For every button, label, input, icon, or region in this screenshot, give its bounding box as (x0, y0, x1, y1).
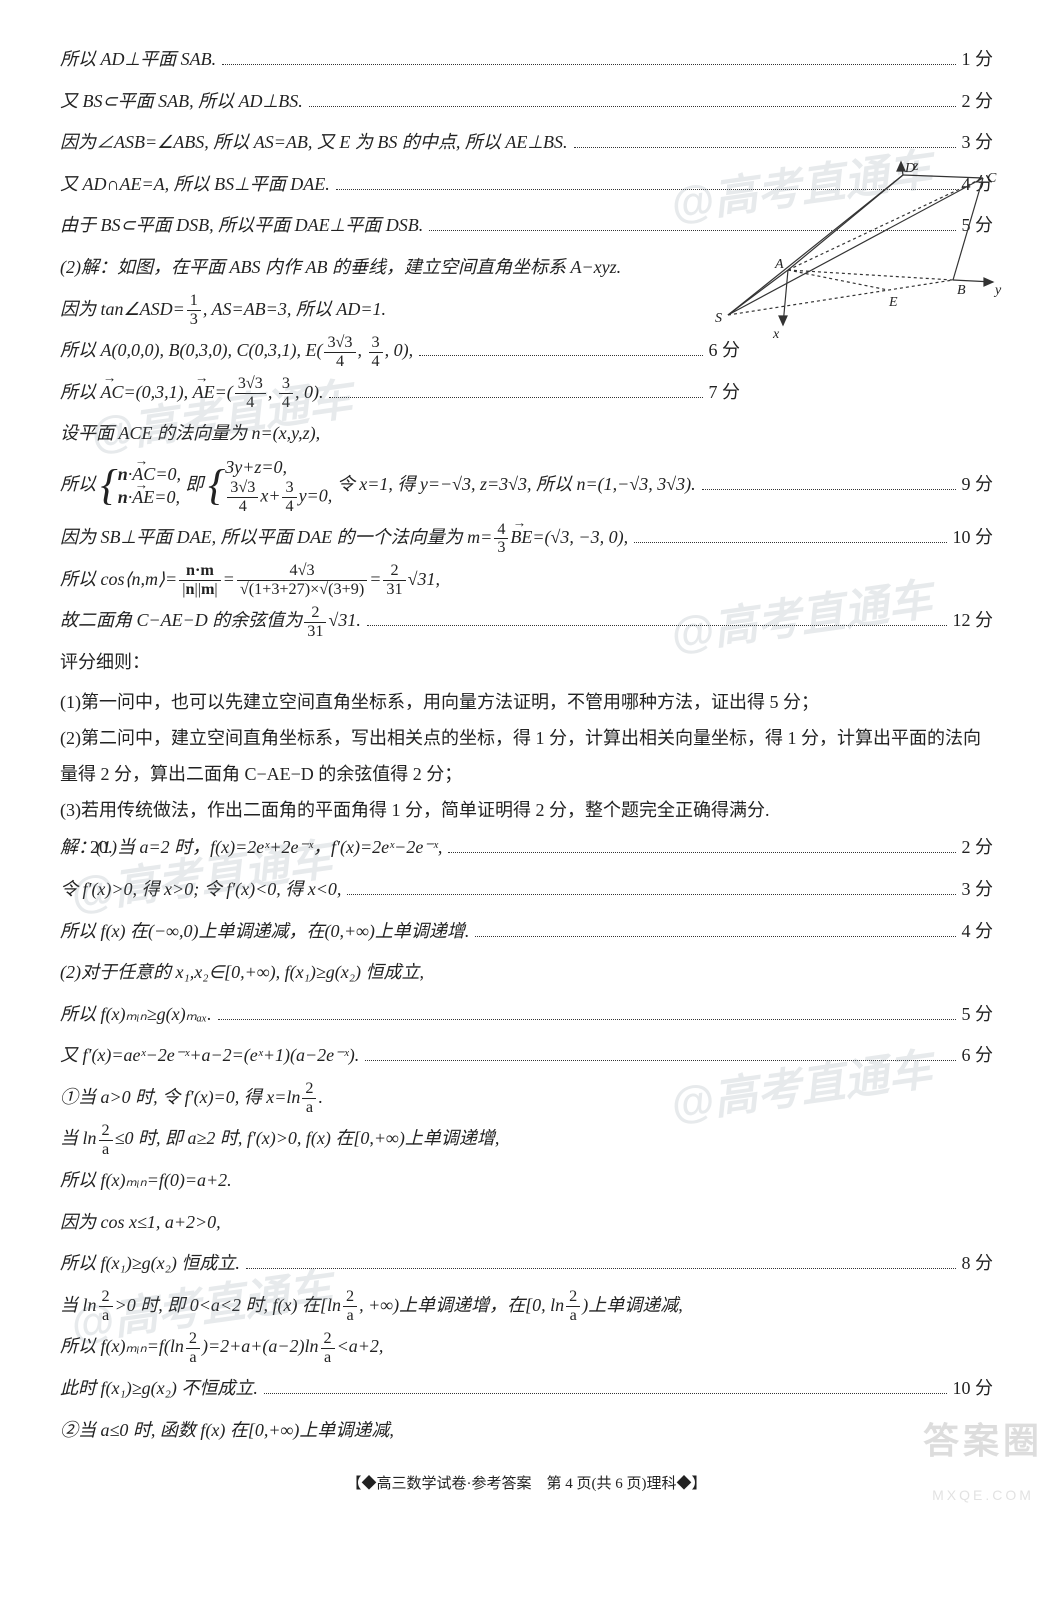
text-line: 所以 f(x)ₘᵢₙ=f(ln2a)=2+a+(a−2)ln2a<a+2, (60, 1327, 993, 1367)
text-line: (1)第一问中，也可以先建立空间直角坐标系，用向量方法证明，不管用哪种方法，证出… (60, 684, 993, 720)
proof-line: 此时 f(x₁)≥g(x₂) 不恒成立.10 分 (60, 1369, 993, 1409)
proof-line: 所以 AD⊥平面 SAB.1 分 (60, 40, 993, 80)
svg-text:C: C (987, 171, 997, 186)
svg-text:S: S (715, 311, 722, 326)
text-line: ①当 a>0 时, 令 f′(x)=0, 得 x=ln2a. (60, 1078, 993, 1118)
page-footer: 【◆高三数学试卷·参考答案 第 4 页(共 6 页)理科◆】 (60, 1468, 993, 1501)
proof-line: 所以 A(0,0,0), B(0,3,0), C(0,3,1), E(3√34,… (60, 331, 740, 371)
proof-line: 所以 AC=(0,3,1), AE=(3√34, 34, 0).7 分 (60, 373, 740, 413)
question-number: 20. (90, 828, 113, 868)
text-line: (2)对于任意的 x₁,x₂∈[0,+∞), f(x₁)≥g(x₂) 恒成立, (60, 953, 993, 993)
geometry-diagram: D C A B E S x y z (713, 160, 1003, 340)
svg-text:E: E (888, 295, 898, 310)
proof-line: 又 f′(x)=aeˣ−2e⁻ˣ+a−2=(eˣ+1)(a−2e⁻ˣ).6 分 (60, 1036, 993, 1076)
text-line: ②当 a≤0 时, 函数 f(x) 在[0,+∞)上单调递减, (60, 1411, 993, 1451)
text-line: 因为 cos x≤1, a+2>0, (60, 1203, 993, 1243)
svg-text:x: x (772, 327, 780, 340)
text-line: 当 ln2a>0 时, 即 0<a<2 时, f(x) 在[ln2a, +∞)上… (60, 1286, 993, 1326)
svg-text:y: y (993, 283, 1002, 298)
text-line: 所以 cos⟨n,m⟩=n·m|n||m|=4√3√(1+3+27)×√(3+9… (60, 560, 993, 600)
svg-text:B: B (957, 283, 966, 298)
svg-text:z: z (912, 160, 919, 174)
text-line: 所以 f(x)ₘᵢₙ=f(0)=a+2. (60, 1161, 993, 1201)
text-line: (3)若用传统做法，作出二面角的平面角得 1 分，简单证明得 2 分，整个题完全… (60, 792, 993, 828)
proof-line: 所以 f(x₁)≥g(x₂) 恒成立.8 分 (60, 1244, 993, 1284)
proof-line: 因为 SB⊥平面 DAE, 所以平面 DAE 的一个法向量为 m=43BE=(√… (60, 518, 993, 558)
proof-line: 因为∠ASB=∠ABS, 所以 AS=AB, 又 E 为 BS 的中点, 所以 … (60, 123, 993, 163)
heading: 评分细则： (60, 643, 993, 683)
proof-line: 所以 f(x) 在(−∞,0)上单调递减，在(0,+∞)上单调递增.4 分 (60, 912, 993, 952)
proof-line: 解：(1)当 a=2 时，f(x)=2eˣ+2e⁻ˣ，f′(x)=2eˣ−2e⁻… (60, 828, 993, 868)
text-line: 设平面 ACE 的法向量为 n=(x,y,z), (60, 414, 993, 454)
text-line: (2)第二问中，建立空间直角坐标系，写出相关点的坐标，得 1 分，计算出相关向量… (60, 720, 993, 792)
svg-text:A: A (774, 257, 784, 272)
proof-line: 又 BS⊂平面 SAB, 所以 AD⊥BS.2 分 (60, 82, 993, 122)
proof-line: 故二面角 C−AE−D 的余弦值为231√31.12 分 (60, 601, 993, 641)
proof-line: 所以 {n·AC=0,n·AE=0, 即 {3y+z=0,3√34x+34y=0… (60, 456, 993, 516)
text-line: 当 ln2a≤0 时, 即 a≥2 时, f′(x)>0, f(x) 在[0,+… (60, 1119, 993, 1159)
proof-line: 所以 f(x)ₘᵢₙ≥g(x)ₘₐₓ.5 分 (60, 995, 993, 1035)
proof-line: 令 f′(x)>0, 得 x>0; 令 f′(x)<0, 得 x<0,3 分 (60, 870, 993, 910)
